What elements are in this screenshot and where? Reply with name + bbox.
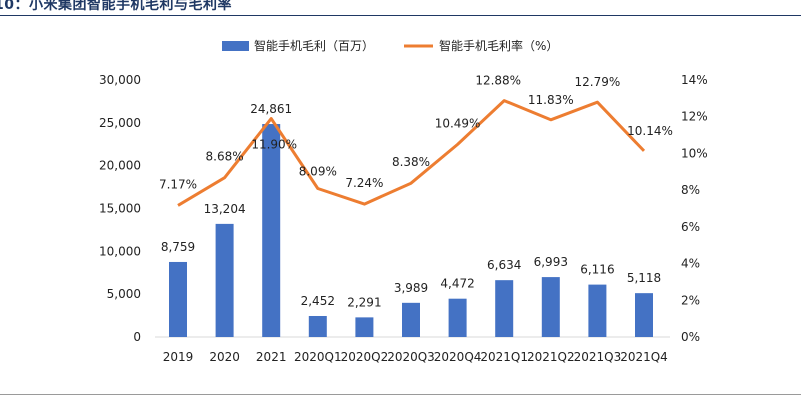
x-tick-label: 2020Q4	[434, 350, 482, 364]
y-left-tick-label: 15,000	[99, 202, 141, 216]
bar	[215, 223, 234, 337]
x-tick-label: 2020Q3	[387, 350, 435, 364]
x-axis-labels: 2019 2020 2021 2020Q12020Q22020Q32020Q42021…	[163, 350, 668, 364]
bottom-rule	[0, 394, 801, 395]
line-value-label: 8.68%	[206, 150, 244, 164]
bar-value-label: 6,993	[534, 255, 568, 269]
bar	[495, 280, 514, 337]
y-right-tick-label: 2%	[681, 293, 700, 307]
bar	[635, 293, 653, 337]
line-series	[177, 99, 646, 207]
x-tick-label: 2021Q4	[620, 350, 668, 364]
x-tick-label: 2020	[209, 350, 240, 364]
page-title: 10：小米集团智能手机毛利与毛利率	[0, 0, 232, 13]
line-value-label: 12.79%	[575, 75, 621, 89]
line-value-label: 10.14%	[627, 124, 673, 138]
y-right-tick-label: 6%	[681, 220, 700, 234]
x-tick-label: 2021Q2	[527, 350, 575, 364]
bar-value-label: 13,204	[204, 202, 246, 216]
bar-series	[169, 124, 653, 337]
bar-value-label: 8,759	[161, 240, 195, 254]
x-tick-label: 2021Q3	[574, 350, 622, 364]
bar-value-label: 3,989	[394, 281, 428, 295]
line-value-label: 8.38%	[392, 155, 430, 169]
y-right-tick-label: 10%	[681, 146, 708, 160]
line-value-label: 8.09%	[299, 164, 337, 178]
bar-value-label: 6,116	[580, 263, 614, 277]
bar-value-label: 6,634	[487, 258, 521, 272]
legend-bar-label: 智能手机毛利（百万）	[254, 38, 374, 53]
y-left-tick-label: 5,000	[107, 287, 141, 301]
y-left-tick-label: 20,000	[99, 159, 141, 173]
y-right-tick-label: 8%	[681, 183, 700, 197]
bar	[448, 298, 467, 337]
title-rule	[0, 15, 801, 16]
x-tick-label: 2021	[256, 350, 287, 364]
bar-value-label: 2,452	[301, 294, 335, 308]
x-tick-label: 2021Q1	[480, 350, 528, 364]
bar-labels: 8,759 13,204 24,861 2,452 2,291 3,989 4,472 6,6…	[161, 102, 661, 309]
bar-value-label: 24,861	[250, 102, 292, 116]
y-left-tick-label: 30,000	[99, 73, 141, 87]
line-value-label: 11.83%	[528, 93, 574, 107]
x-tick-label: 2020Q1	[294, 350, 342, 364]
bar	[262, 124, 281, 337]
legend-bar-swatch	[222, 41, 249, 51]
legend-line-label: 智能手机毛利率（%）	[439, 38, 558, 53]
line-value-label: 7.17%	[159, 177, 197, 191]
y-right-tick-label: 4%	[681, 257, 700, 271]
x-tick-label: 2020Q2	[341, 350, 389, 364]
bar-value-label: 4,472	[440, 277, 474, 291]
line-labels: 7.17% 8.68% 11.90%8.09% 7.24% 8.38% 10.49% 12.…	[159, 74, 673, 192]
bar	[541, 277, 560, 337]
y-right-tick-label: 14%	[681, 73, 708, 87]
bar	[402, 302, 420, 337]
y-right-tick-label: 0%	[681, 330, 700, 344]
bar-value-label: 2,291	[347, 295, 381, 309]
x-tick-label: 2019	[163, 350, 194, 364]
bar-value-label: 5,118	[627, 271, 661, 285]
y-axis-right: 0% 2% 4% 6% 8% 10% 12% 14%	[681, 73, 708, 344]
line-value-label: 7.24%	[345, 176, 383, 190]
line-value-label: 10.49%	[435, 116, 481, 130]
bar	[588, 284, 607, 337]
bar	[169, 261, 187, 337]
y-left-tick-label: 25,000	[99, 116, 141, 130]
y-left-tick-label: 10,000	[99, 244, 141, 258]
y-left-tick-label: 0	[133, 330, 141, 344]
legend: 智能手机毛利（百万） 智能手机毛利率（%）	[222, 38, 558, 53]
y-axis-left: 0 5,000 10,000 15,000 20,000 25,000 30,000	[99, 73, 141, 344]
bar	[355, 317, 374, 337]
bar	[308, 315, 327, 337]
y-right-tick-label: 12%	[681, 110, 708, 124]
line-value-label: 12.88%	[475, 74, 521, 88]
line-value-label: 11.90%	[251, 138, 297, 152]
